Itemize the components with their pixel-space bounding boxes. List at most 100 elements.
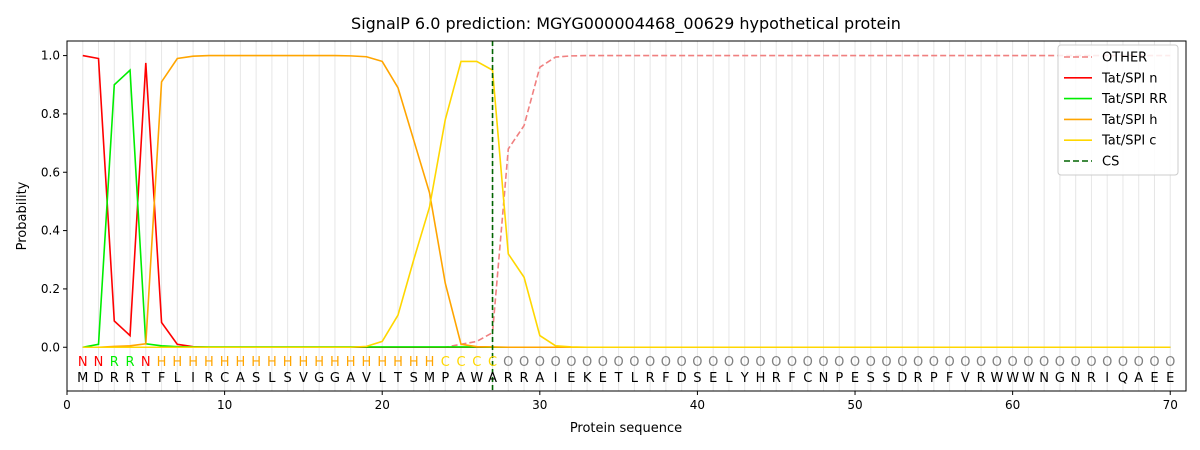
residue-letter: S xyxy=(882,371,890,386)
region-label: R xyxy=(126,355,135,370)
residue-letter: R xyxy=(646,371,655,386)
region-label: O xyxy=(645,355,655,370)
legend-entry: Tat/SPI n xyxy=(1101,71,1158,86)
residue-letter: L xyxy=(631,371,639,386)
region-label: H xyxy=(346,355,356,370)
region-label: H xyxy=(330,355,340,370)
residue-letter: R xyxy=(772,371,781,386)
residue-letter: S xyxy=(252,371,260,386)
x-tick-label: 50 xyxy=(847,398,862,412)
residue-letter: E xyxy=(1150,371,1158,386)
residue-letter: D xyxy=(677,371,687,386)
residue-letter: L xyxy=(268,371,276,386)
region-label: O xyxy=(692,355,702,370)
legend-entry: CS xyxy=(1102,155,1119,170)
residue-letter: T xyxy=(141,371,150,386)
residue-letter: F xyxy=(158,371,165,386)
residue-letter: G xyxy=(330,371,340,386)
region-label: O xyxy=(755,355,765,370)
region-label: N xyxy=(78,355,88,370)
residue-letter: A xyxy=(346,371,355,386)
residue-letter: Y xyxy=(740,371,749,386)
residue-letter: E xyxy=(1166,371,1174,386)
residue-letter: M xyxy=(77,371,88,386)
region-label: N xyxy=(141,355,151,370)
residue-letter: E xyxy=(567,371,575,386)
region-label: C xyxy=(441,355,450,370)
region-label: O xyxy=(1102,355,1112,370)
region-label: H xyxy=(235,355,245,370)
residue-letter: Q xyxy=(1118,371,1128,386)
residue-letter: E xyxy=(709,371,717,386)
sequence-letters: NMNDRRRRNTHFHLHIHRHCHAHSHLHSHVHGHGHAHVHL… xyxy=(77,355,1175,386)
region-label: H xyxy=(299,355,309,370)
x-tick-label: 0 xyxy=(63,398,71,412)
region-label: O xyxy=(834,355,844,370)
residue-letter: K xyxy=(583,371,592,386)
residue-letter: P xyxy=(441,371,449,386)
residue-letter: W xyxy=(990,371,1003,386)
series-line-tat-spi-rr xyxy=(82,68,1171,349)
y-tick-label: 1.0 xyxy=(41,49,60,63)
residue-letter: R xyxy=(204,371,213,386)
region-label: O xyxy=(960,355,970,370)
residue-letter: R xyxy=(520,371,529,386)
x-axis-label: Protein sequence xyxy=(570,421,682,436)
region-label: O xyxy=(1008,355,1018,370)
region-label: O xyxy=(1118,355,1128,370)
region-label: O xyxy=(598,355,608,370)
residue-letter: A xyxy=(236,371,245,386)
region-label: O xyxy=(881,355,891,370)
region-label: O xyxy=(708,355,718,370)
region-label: H xyxy=(362,355,372,370)
residue-letter: A xyxy=(457,371,466,386)
series-line-tat-spi-h xyxy=(82,54,1171,349)
residue-letter: P xyxy=(930,371,938,386)
y-tick-label: 0.2 xyxy=(41,282,60,296)
region-label: O xyxy=(1165,355,1175,370)
region-label: C xyxy=(456,355,465,370)
region-label: O xyxy=(1023,355,1033,370)
region-label: O xyxy=(1086,355,1096,370)
region-label: O xyxy=(771,355,781,370)
residue-letter: N xyxy=(819,371,829,386)
residue-letter: W xyxy=(470,371,483,386)
legend-entry: Tat/SPI RR xyxy=(1101,92,1167,107)
region-label: H xyxy=(157,355,167,370)
grid-lines xyxy=(82,41,1171,391)
plot-frame xyxy=(66,40,1187,392)
residue-letter: H xyxy=(756,371,766,386)
residue-letter: A xyxy=(535,371,544,386)
region-label: O xyxy=(503,355,513,370)
residue-letter: N xyxy=(1039,371,1049,386)
axes: 0 10 20 30 40 50 60 70 0.0 0.2 0.4 0.6 0.8 1.0 xyxy=(41,49,1178,412)
region-label: O xyxy=(629,355,639,370)
residue-letter: C xyxy=(220,371,229,386)
region-label: O xyxy=(897,355,907,370)
region-label: O xyxy=(1039,355,1049,370)
y-tick-label: 0.8 xyxy=(41,107,60,121)
region-label: O xyxy=(677,355,687,370)
residue-letter: R xyxy=(504,371,513,386)
residue-letter: C xyxy=(803,371,812,386)
residue-letter: W xyxy=(1006,371,1019,386)
region-label: O xyxy=(661,355,671,370)
residue-letter: G xyxy=(1055,371,1065,386)
residue-letter: A xyxy=(488,371,497,386)
x-tick-label: 20 xyxy=(375,398,390,412)
y-tick-label: 0.6 xyxy=(41,165,60,179)
y-axis-label: Probability xyxy=(15,181,30,250)
region-label: O xyxy=(929,355,939,370)
region-label: O xyxy=(803,355,813,370)
residue-letter: V xyxy=(299,371,308,386)
residue-letter: R xyxy=(914,371,923,386)
region-label: O xyxy=(566,355,576,370)
residue-letter: T xyxy=(393,371,402,386)
region-label: O xyxy=(944,355,954,370)
residue-letter: V xyxy=(362,371,371,386)
residue-letter: N xyxy=(1071,371,1081,386)
residue-letter: R xyxy=(126,371,135,386)
x-tick-label: 30 xyxy=(532,398,547,412)
region-label: C xyxy=(488,355,497,370)
